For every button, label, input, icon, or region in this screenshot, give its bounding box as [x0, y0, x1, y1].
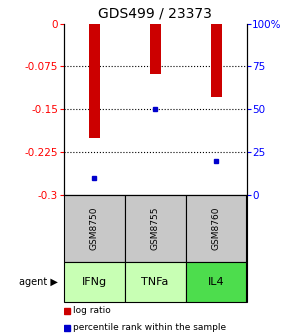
- Bar: [64, 195, 125, 262]
- Text: GSM8750: GSM8750: [90, 207, 99, 250]
- Bar: [186, 262, 246, 302]
- Text: agent ▶: agent ▶: [19, 277, 58, 287]
- Text: percentile rank within the sample: percentile rank within the sample: [73, 323, 226, 332]
- Bar: [186, 195, 246, 262]
- Bar: [89, 24, 100, 138]
- Bar: [125, 195, 186, 262]
- Text: GSM8760: GSM8760: [211, 207, 221, 250]
- Text: IFNg: IFNg: [82, 277, 107, 287]
- Text: log ratio: log ratio: [73, 306, 111, 315]
- Text: TNFa: TNFa: [142, 277, 169, 287]
- Text: GSM8755: GSM8755: [151, 207, 160, 250]
- Bar: [125, 262, 186, 302]
- Bar: [64, 262, 125, 302]
- Bar: [150, 24, 161, 74]
- Text: IL4: IL4: [208, 277, 224, 287]
- Bar: [211, 24, 222, 97]
- Title: GDS499 / 23373: GDS499 / 23373: [98, 7, 212, 21]
